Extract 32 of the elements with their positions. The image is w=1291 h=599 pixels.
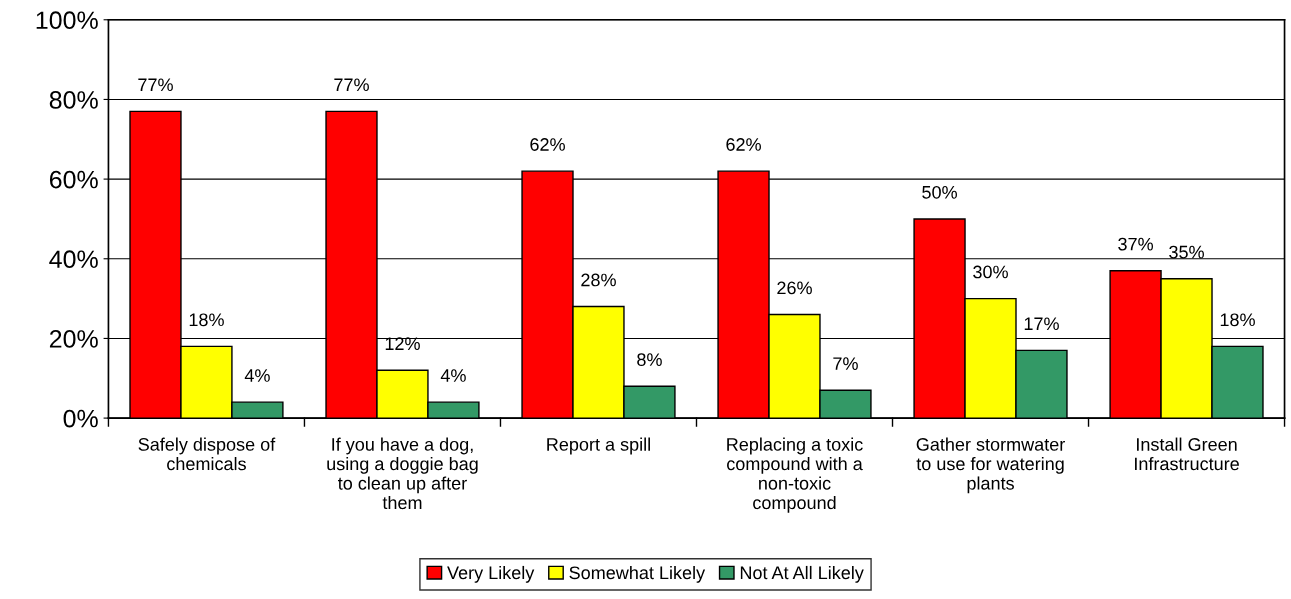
legend-label: Somewhat Likely — [569, 565, 706, 583]
data-label: 18% — [1220, 313, 1255, 327]
data-label: 7% — [833, 357, 858, 370]
data-label: 77% — [138, 78, 173, 92]
data-label: 35% — [1169, 245, 1204, 259]
data-label: 77% — [334, 78, 369, 92]
data-label: 62% — [530, 138, 565, 151]
y-tick-label: 40% — [49, 250, 98, 269]
data-label: 18% — [189, 313, 224, 327]
data-label: 50% — [922, 185, 957, 199]
data-label: 4% — [244, 369, 270, 382]
legend-label: Not At All Likely — [740, 565, 864, 583]
y-tick-label: 20% — [49, 330, 98, 348]
y-tick-label: 80% — [49, 91, 98, 109]
data-label: 28% — [581, 273, 616, 287]
x-tick-label: Gather stormwater to use for watering plants — [916, 437, 1065, 494]
y-tick-label: 0% — [63, 409, 98, 428]
data-label: 37% — [1118, 237, 1153, 251]
x-tick-label: If you have a dog, using a doggie bag to clean up after them — [327, 437, 478, 510]
x-tick-label: Report a spill — [547, 437, 650, 455]
data-label: 17% — [1024, 317, 1059, 331]
legend-label: Very Likely — [447, 565, 535, 583]
y-tick-label: 60% — [49, 170, 98, 189]
data-label: 30% — [973, 265, 1008, 279]
x-tick-label: Safely dispose of chemicals — [138, 437, 276, 471]
data-label: 8% — [637, 353, 662, 366]
x-tick-label: Install Green Infrastructure — [1135, 437, 1239, 471]
x-tick-label: Replacing a toxic compound with a non-toxic compound — [727, 437, 863, 513]
data-label: 4% — [440, 369, 466, 382]
y-tick-label: 100% — [36, 11, 98, 30]
data-label: 62% — [726, 138, 761, 151]
data-label: 26% — [777, 281, 812, 295]
